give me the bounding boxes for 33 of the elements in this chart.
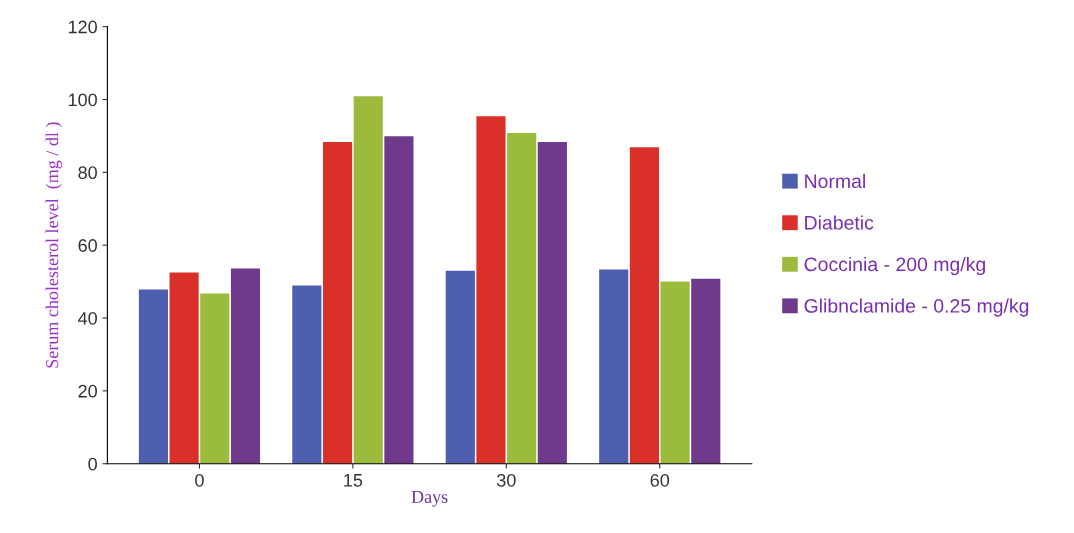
- x-tick-label: 60: [650, 473, 670, 487]
- y-tick-label: 20: [78, 384, 97, 398]
- legend-label: Diabetic: [805, 215, 874, 230]
- bar: [384, 136, 414, 464]
- bar: [445, 270, 475, 464]
- bar: [169, 272, 199, 464]
- bar: [353, 96, 383, 464]
- y-tick-label: 100: [68, 93, 97, 107]
- bar: [629, 147, 659, 464]
- bar: [660, 281, 690, 464]
- bar: [200, 293, 230, 464]
- x-tick-label: 0: [195, 473, 204, 487]
- legend-label: Coccinia - 200 mg/kg: [804, 256, 985, 276]
- bar: [507, 133, 537, 464]
- bar: [599, 269, 629, 464]
- x-tick-label: 15: [344, 474, 363, 487]
- y-tick-label: 80: [78, 166, 97, 180]
- bar: [322, 142, 353, 464]
- y-tick-label: 120: [68, 20, 97, 34]
- legend-label: Normal: [805, 173, 865, 189]
- bar: [230, 268, 261, 464]
- x-axis-title: Days: [411, 490, 448, 507]
- bar: [691, 278, 721, 464]
- legend-label: Glibnclamide - 0.25 mg/kg: [804, 298, 1029, 317]
- bar: [292, 285, 322, 464]
- y-axis-title: Serum cholesterol level (mg / dl ): [45, 122, 62, 368]
- bar: [476, 116, 506, 464]
- x-tick-label: 30: [496, 473, 516, 487]
- bar: [537, 142, 567, 464]
- bar: [138, 289, 168, 464]
- y-tick-label: 40: [78, 311, 97, 325]
- y-tick-label: 0: [88, 457, 97, 471]
- y-tick-label: 60: [78, 239, 97, 252]
